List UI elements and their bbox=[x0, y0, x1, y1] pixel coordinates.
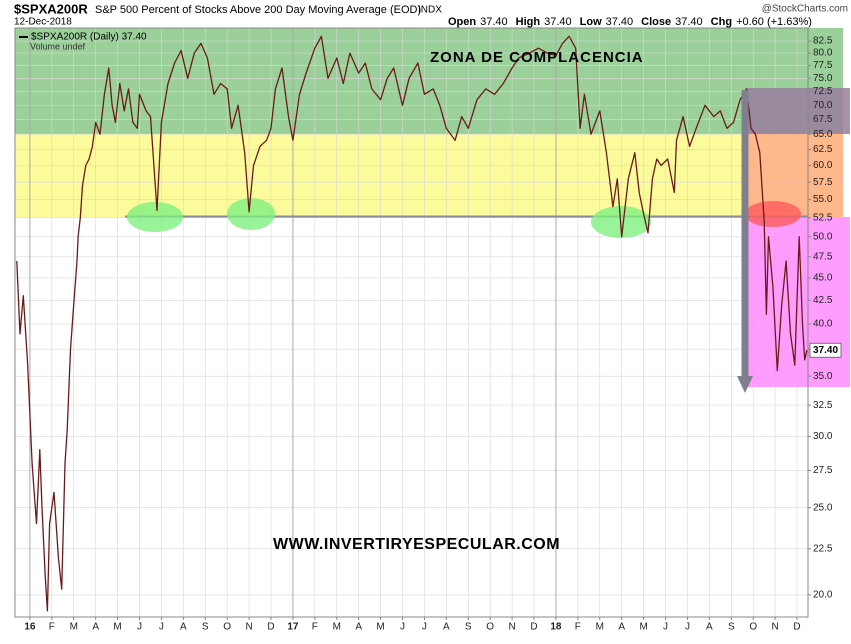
highlight-ellipse bbox=[227, 198, 275, 230]
y-tick-label: 27.5 bbox=[813, 465, 833, 476]
y-tick-label: 75.0 bbox=[813, 73, 833, 84]
y-tick-label: 20.0 bbox=[813, 590, 833, 601]
x-tick-label: M bbox=[596, 622, 604, 633]
highlight-ellipse bbox=[745, 201, 801, 227]
stat-value: 37.40 bbox=[480, 16, 508, 28]
y-tick-label: 47.5 bbox=[813, 251, 833, 262]
y-tick-label: 22.5 bbox=[813, 543, 833, 554]
y-tick-label: 25.0 bbox=[813, 502, 833, 513]
x-tick-label: J bbox=[663, 622, 668, 633]
y-tick-label: 67.5 bbox=[813, 114, 833, 125]
x-tick-label: S bbox=[465, 622, 472, 633]
y-tick-label: 77.5 bbox=[813, 60, 833, 71]
volume-note: Volume undef bbox=[30, 41, 86, 51]
x-tick-label: A bbox=[92, 622, 99, 633]
grid bbox=[15, 28, 808, 617]
x-tick-label: F bbox=[49, 622, 55, 633]
x-tick-label: A bbox=[618, 622, 625, 633]
y-tick-label: 55.0 bbox=[813, 194, 833, 205]
y-tick-label: 35.0 bbox=[813, 371, 833, 382]
y-tick-label: 32.5 bbox=[813, 400, 833, 411]
x-tick-label: D bbox=[530, 622, 537, 633]
x-tick-label: N bbox=[772, 622, 779, 633]
x-tick-label: N bbox=[508, 622, 515, 633]
green-zone bbox=[15, 28, 843, 134]
last-value-label: 37.40 bbox=[813, 345, 838, 356]
y-tick-label: 65.0 bbox=[813, 129, 833, 140]
y-tick-label: 57.5 bbox=[813, 177, 833, 188]
x-tick-label: D bbox=[267, 622, 274, 633]
x-tick-label: A bbox=[706, 622, 713, 633]
down-arrow-head bbox=[737, 376, 753, 393]
stat-label: Low bbox=[580, 16, 602, 28]
x-tick-label: F bbox=[575, 622, 581, 633]
watermark: @StockCharts.com bbox=[762, 4, 848, 15]
plot bbox=[16, 35, 808, 612]
x-tick-label: S bbox=[202, 622, 209, 633]
y-tick-label: 52.5 bbox=[813, 212, 833, 223]
stat-value: +0.60 (+1.63%) bbox=[736, 16, 812, 28]
stat-label: Chg bbox=[711, 16, 732, 28]
y-tick-label: 72.5 bbox=[813, 86, 833, 97]
x-tick-label: M bbox=[113, 622, 121, 633]
x-tick-label: J bbox=[685, 622, 690, 633]
stat-value: 37.40 bbox=[606, 16, 634, 28]
y-tick-label: 62.5 bbox=[813, 144, 833, 155]
highlight-ellipse bbox=[127, 202, 183, 232]
y-tick-label: 60.0 bbox=[813, 160, 833, 171]
stats: Open 37.40 High 37.40 Low 37.40 Close 37.40 Chg +… bbox=[448, 16, 812, 28]
x-tick-label: M bbox=[376, 622, 384, 633]
y-tick-label: 45.0 bbox=[813, 273, 833, 284]
last-value-box bbox=[809, 342, 842, 358]
stat-value: 37.40 bbox=[675, 16, 703, 28]
x-tick-label: S bbox=[728, 622, 735, 633]
website-annotation: WWW.INVERTIRYESPECULAR.COM bbox=[273, 536, 560, 553]
legend-entry: $SPXA200R (Daily) 37.40 bbox=[31, 32, 147, 43]
x-tick-label: N bbox=[245, 622, 252, 633]
x-tick-label: J bbox=[400, 622, 405, 633]
data-line bbox=[16, 35, 808, 612]
x-tick-label: 17 bbox=[287, 622, 299, 633]
y-tick-label: 30.0 bbox=[813, 431, 833, 442]
x-tick-label: M bbox=[639, 622, 647, 633]
x-tick-label: D bbox=[793, 622, 800, 633]
y-tick-label: 42.5 bbox=[813, 295, 833, 306]
purple-box bbox=[745, 88, 850, 134]
date: 12-Dec-2018 bbox=[14, 17, 72, 28]
x-tick-label: J bbox=[137, 622, 142, 633]
subtitle: S&P 500 Percent of Stocks Above 200 Day … bbox=[95, 4, 421, 16]
y-tick-label: 50.0 bbox=[813, 231, 833, 242]
y-tick-label: 82.5 bbox=[813, 36, 833, 47]
symbol: $SPXA200R bbox=[14, 1, 88, 16]
exchange: INDX bbox=[418, 5, 442, 16]
x-tick-label: F bbox=[312, 622, 318, 633]
x-tick-label: 18 bbox=[550, 622, 562, 633]
x-tick-label: M bbox=[333, 622, 341, 633]
x-tick-label: A bbox=[355, 622, 362, 633]
x-tick-label: J bbox=[422, 622, 427, 633]
plot-frame bbox=[14, 27, 809, 618]
stat-label: Open bbox=[448, 16, 476, 28]
x-tick-label: O bbox=[223, 622, 231, 633]
stat-label: High bbox=[516, 16, 541, 28]
x-tick-label: A bbox=[180, 622, 187, 633]
x-tick-label: 16 bbox=[24, 622, 36, 633]
x-tick-label: M bbox=[70, 622, 78, 633]
y-tick-label: 80.0 bbox=[813, 48, 833, 59]
x-tick-label: J bbox=[159, 622, 164, 633]
x-tick-label: O bbox=[749, 622, 757, 633]
y-tick-label: 70.0 bbox=[813, 100, 833, 111]
zone-annotation: ZONA DE COMPLACENCIA bbox=[430, 49, 644, 66]
stat-label: Close bbox=[641, 16, 671, 28]
x-tick-label: O bbox=[486, 622, 494, 633]
stat-value: 37.40 bbox=[544, 16, 572, 28]
x-tick-label: A bbox=[443, 622, 450, 633]
y-tick-label: 40.0 bbox=[813, 319, 833, 330]
